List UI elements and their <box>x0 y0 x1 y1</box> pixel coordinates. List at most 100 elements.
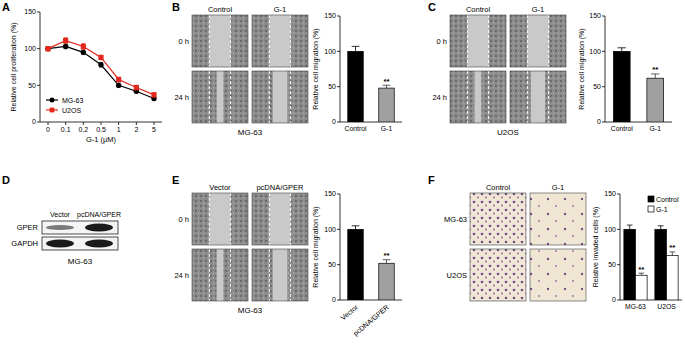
x-tick-label: Control <box>611 125 633 132</box>
y-axis-label: Relative invaded cells (%) <box>592 207 600 288</box>
x-tick-label: G-1 <box>650 125 662 132</box>
column-header: G-1 <box>274 5 287 14</box>
row-label: GAPDH <box>11 239 38 248</box>
y-axis-label: Relative cell migration (%) <box>578 28 586 109</box>
plot-area <box>613 48 663 122</box>
scratch-edge <box>209 249 210 301</box>
error-bar <box>651 74 659 78</box>
significance: ** <box>383 77 390 86</box>
scratch-gap <box>467 15 488 67</box>
significance: ** <box>652 65 659 74</box>
y-tick-label: 150 <box>589 12 601 19</box>
scratch-gap <box>475 71 482 123</box>
point <box>45 46 50 51</box>
panel-label: D <box>2 174 10 186</box>
y-tick <box>617 194 620 195</box>
scratch-edge <box>488 15 489 67</box>
bar <box>636 275 648 300</box>
significance: ** <box>638 265 645 274</box>
row-label: 0 h <box>437 37 447 46</box>
series-line <box>48 46 154 98</box>
annotations: **** <box>638 243 676 273</box>
y-tick-label: 150 <box>604 190 616 197</box>
scratch-edge <box>269 71 270 123</box>
significance: ** <box>383 251 390 260</box>
y-tick <box>602 16 605 17</box>
y-tick <box>37 122 40 123</box>
error-bar <box>81 44 85 50</box>
y-tick <box>337 194 340 195</box>
point <box>81 50 86 55</box>
panel-label: A <box>2 1 10 13</box>
x-tick-label: 0.1 <box>61 126 71 133</box>
x-tick <box>83 122 84 125</box>
image-border <box>510 15 566 67</box>
image-border <box>252 249 308 301</box>
error-bar <box>618 48 626 52</box>
bar <box>348 51 364 122</box>
row-label: 24 h <box>174 93 189 102</box>
column-header: Control <box>208 5 233 14</box>
x-tick-label: Control <box>345 125 367 132</box>
scratch-edge <box>209 193 210 245</box>
bar <box>379 88 395 122</box>
micrograph <box>530 249 586 301</box>
y-tick-label: 0 <box>332 296 336 303</box>
band <box>46 225 74 230</box>
error-bar <box>134 85 138 89</box>
image-border <box>470 193 526 245</box>
scratch-edge <box>230 71 231 123</box>
x-tick-label: 0 <box>46 126 50 133</box>
panel-label: C <box>428 1 436 13</box>
micrograph <box>450 15 506 67</box>
y-tick-label: 100 <box>589 48 601 55</box>
scratch-edge <box>290 193 291 245</box>
image-border <box>192 249 248 301</box>
y-tick <box>337 264 340 265</box>
scratch-edge <box>269 15 270 67</box>
scratch-edge <box>548 15 549 67</box>
row-label: 24 h <box>432 93 447 102</box>
panel-label: F <box>428 174 435 186</box>
bar <box>647 78 664 122</box>
image-border <box>252 15 308 67</box>
x-tick <box>154 122 155 125</box>
point <box>98 55 103 60</box>
image-border <box>252 193 308 245</box>
scratch-gap <box>269 15 290 67</box>
y-axis <box>340 194 341 300</box>
y-tick-label: 100 <box>24 45 36 52</box>
plot-area <box>45 38 156 102</box>
legend-label: MG-63 <box>62 97 84 104</box>
y-tick <box>337 16 340 17</box>
micrograph <box>510 15 566 67</box>
point <box>134 85 139 90</box>
image-border <box>192 15 248 67</box>
caption: U2OS <box>497 128 519 137</box>
y-axis-label: Relative cell migration (%) <box>312 206 320 287</box>
image-border <box>450 15 506 67</box>
scratch-gap <box>273 71 288 123</box>
y-axis <box>605 16 606 122</box>
error-bar <box>64 44 68 48</box>
legend-marker <box>50 108 55 113</box>
error-bar <box>64 38 68 44</box>
micrograph <box>252 249 308 301</box>
blot-strip <box>42 237 118 250</box>
y-tick <box>602 86 605 87</box>
point <box>116 83 121 88</box>
error-bar <box>352 46 360 51</box>
y-tick <box>617 229 620 230</box>
y-axis <box>620 194 621 300</box>
x-tick-label: G-1 <box>381 125 393 132</box>
y-tick-label: 50 <box>328 261 336 268</box>
legend-swatch <box>648 196 654 202</box>
lane-label: pcDNA/GPER <box>77 211 121 219</box>
series-line <box>48 41 154 95</box>
x-tick <box>65 122 66 125</box>
legend-swatch <box>648 206 654 212</box>
y-tick-label: 100 <box>324 48 336 55</box>
legend-marker <box>50 98 55 103</box>
plot-area <box>348 46 395 122</box>
point <box>63 44 68 49</box>
